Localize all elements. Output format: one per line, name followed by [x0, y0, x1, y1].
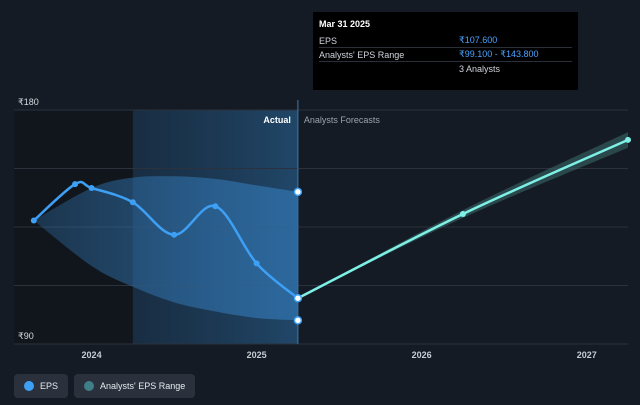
eps-range-band: [33, 176, 298, 321]
eps-point: [253, 260, 260, 267]
legend: EPS Analysts' EPS Range: [14, 374, 196, 398]
actual-label: Actual: [263, 115, 291, 125]
legend-eps-label: EPS: [40, 381, 59, 391]
legend-range-button[interactable]: Analysts' EPS Range: [74, 374, 196, 398]
x-tick-label: 2027: [577, 350, 597, 360]
legend-eps-swatch-icon: [24, 381, 34, 391]
y-tick-label: ₹180: [18, 97, 39, 107]
tooltip-range-row: Analysts' EPS Range ₹99.100 - ₹143.800: [319, 48, 572, 62]
y-tick-label: ₹90: [18, 331, 34, 341]
x-tick-label: 2025: [247, 350, 267, 360]
eps-point: [212, 203, 219, 210]
eps-line: [32, 180, 299, 300]
eps-point: [171, 231, 178, 238]
legend-eps-button[interactable]: EPS: [14, 374, 69, 398]
tooltip-eps-row: EPS ₹107.600: [319, 34, 572, 48]
tooltip-eps-value: ₹107.600: [459, 35, 498, 45]
legend-range-swatch-icon: [84, 381, 95, 391]
tooltip: Mar 31 2025 EPS ₹107.600 Analysts' EPS R…: [313, 12, 578, 90]
eps-point: [129, 199, 136, 206]
range-low-marker: [293, 316, 303, 325]
eps-point: [30, 217, 37, 224]
tooltip-range-value: ₹99.100 - ₹143.800: [459, 49, 539, 59]
eps-point: [72, 181, 79, 188]
eps-point: [88, 185, 95, 191]
x-tick-label: 2024: [82, 350, 102, 360]
tooltip-date: Mar 31 2025: [319, 19, 371, 29]
tooltip-analysts: 3 Analysts: [459, 63, 501, 74]
tooltip-analysts-row: 3 Analysts: [319, 62, 572, 75]
forecast-point: [625, 136, 631, 143]
eps-current-marker: [293, 293, 303, 303]
forecast-point: [459, 211, 466, 217]
tooltip-eps-label: EPS: [319, 35, 338, 46]
x-tick-label: 2026: [412, 350, 432, 360]
legend-range-label: Analysts' EPS Range: [100, 381, 186, 391]
range-high-marker: [293, 187, 303, 197]
forecast-label: Analysts Forecasts: [304, 115, 381, 125]
tooltip-range-label: Analysts' EPS Range: [319, 49, 405, 60]
